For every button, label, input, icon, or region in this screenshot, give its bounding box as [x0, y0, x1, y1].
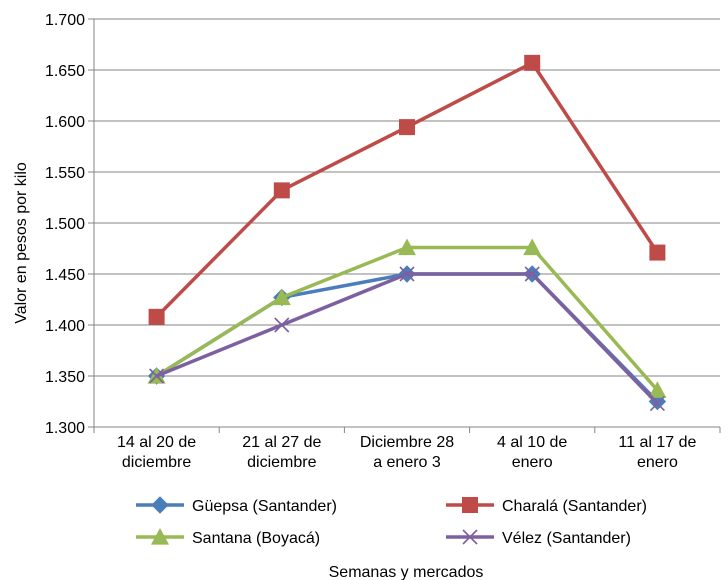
series — [148, 54, 666, 325]
x-tick-label: 11 al 17 de enero — [618, 434, 696, 471]
y-tick-label: 1.400 — [45, 318, 85, 335]
triangle-marker — [151, 528, 169, 545]
y-tick-label: 1.650 — [45, 63, 85, 80]
y-tick-labels: 1.300 1.350 1.400 1.450 1.500 1.550 1.600 1.650… — [45, 12, 85, 437]
series — [149, 266, 665, 412]
square-marker — [462, 497, 478, 513]
square-marker — [524, 54, 541, 71]
y-tick-label: 1.300 — [45, 420, 85, 437]
legend-item: Vélez (Santander) — [446, 529, 631, 547]
series — [147, 265, 667, 411]
y-axis-label: Valor en pesos por kilo — [13, 162, 30, 324]
legend-label: Charalá (Santander) — [502, 498, 647, 515]
diamond-marker — [151, 496, 169, 514]
square-marker — [649, 244, 666, 261]
x-marker — [649, 395, 665, 412]
x-marker — [524, 266, 540, 282]
legend-item: Güepsa (Santander) — [136, 496, 337, 515]
square-marker — [399, 119, 415, 136]
x-marker — [462, 529, 478, 545]
triangle-marker — [648, 381, 667, 398]
legend-item: Charalá (Santander) — [446, 497, 647, 515]
series-line — [155, 272, 659, 403]
legend-label: Santana (Boyacá) — [192, 530, 320, 547]
y-tick-label: 1.350 — [45, 369, 85, 386]
axes — [93, 19, 721, 433]
x-marker — [399, 266, 415, 282]
x-marker — [274, 317, 290, 333]
square-marker — [148, 308, 165, 325]
y-tick-label: 1.550 — [45, 165, 85, 182]
triangle-marker — [272, 288, 291, 306]
x-axis-label: Semanas y mercados — [329, 564, 484, 580]
triangle-marker — [398, 238, 416, 256]
x-tick-label: 21 al 27 de diciembre — [242, 434, 321, 471]
legend-item: Santana (Boyacá) — [136, 528, 320, 547]
x-tick-labels: 14 al 20 de diciembre 21 al 27 de diciembre… — [117, 434, 696, 471]
y-tick-label: 1.600 — [45, 114, 85, 131]
x-marker — [149, 368, 165, 384]
triangle-marker — [523, 238, 542, 256]
y-tick-label: 1.700 — [45, 12, 85, 29]
x-tick-label: Diciembre 28 a enero 3 — [360, 434, 454, 471]
y-tick-label: 1.500 — [45, 216, 85, 233]
series-line — [155, 272, 659, 405]
y-tick-label: 1.450 — [45, 267, 85, 284]
series — [147, 238, 667, 398]
legend-label: Güepsa (Santander) — [192, 498, 337, 515]
series-group — [147, 54, 667, 412]
square-marker — [273, 182, 290, 199]
x-tick-label: 14 al 20 de diciembre — [117, 434, 196, 471]
x-tick-label: 4 al 10 de enero — [497, 434, 567, 471]
legend-label: Vélez (Santander) — [502, 530, 631, 547]
legend: Güepsa (Santander) Charalá (Santander) San… — [136, 496, 647, 547]
